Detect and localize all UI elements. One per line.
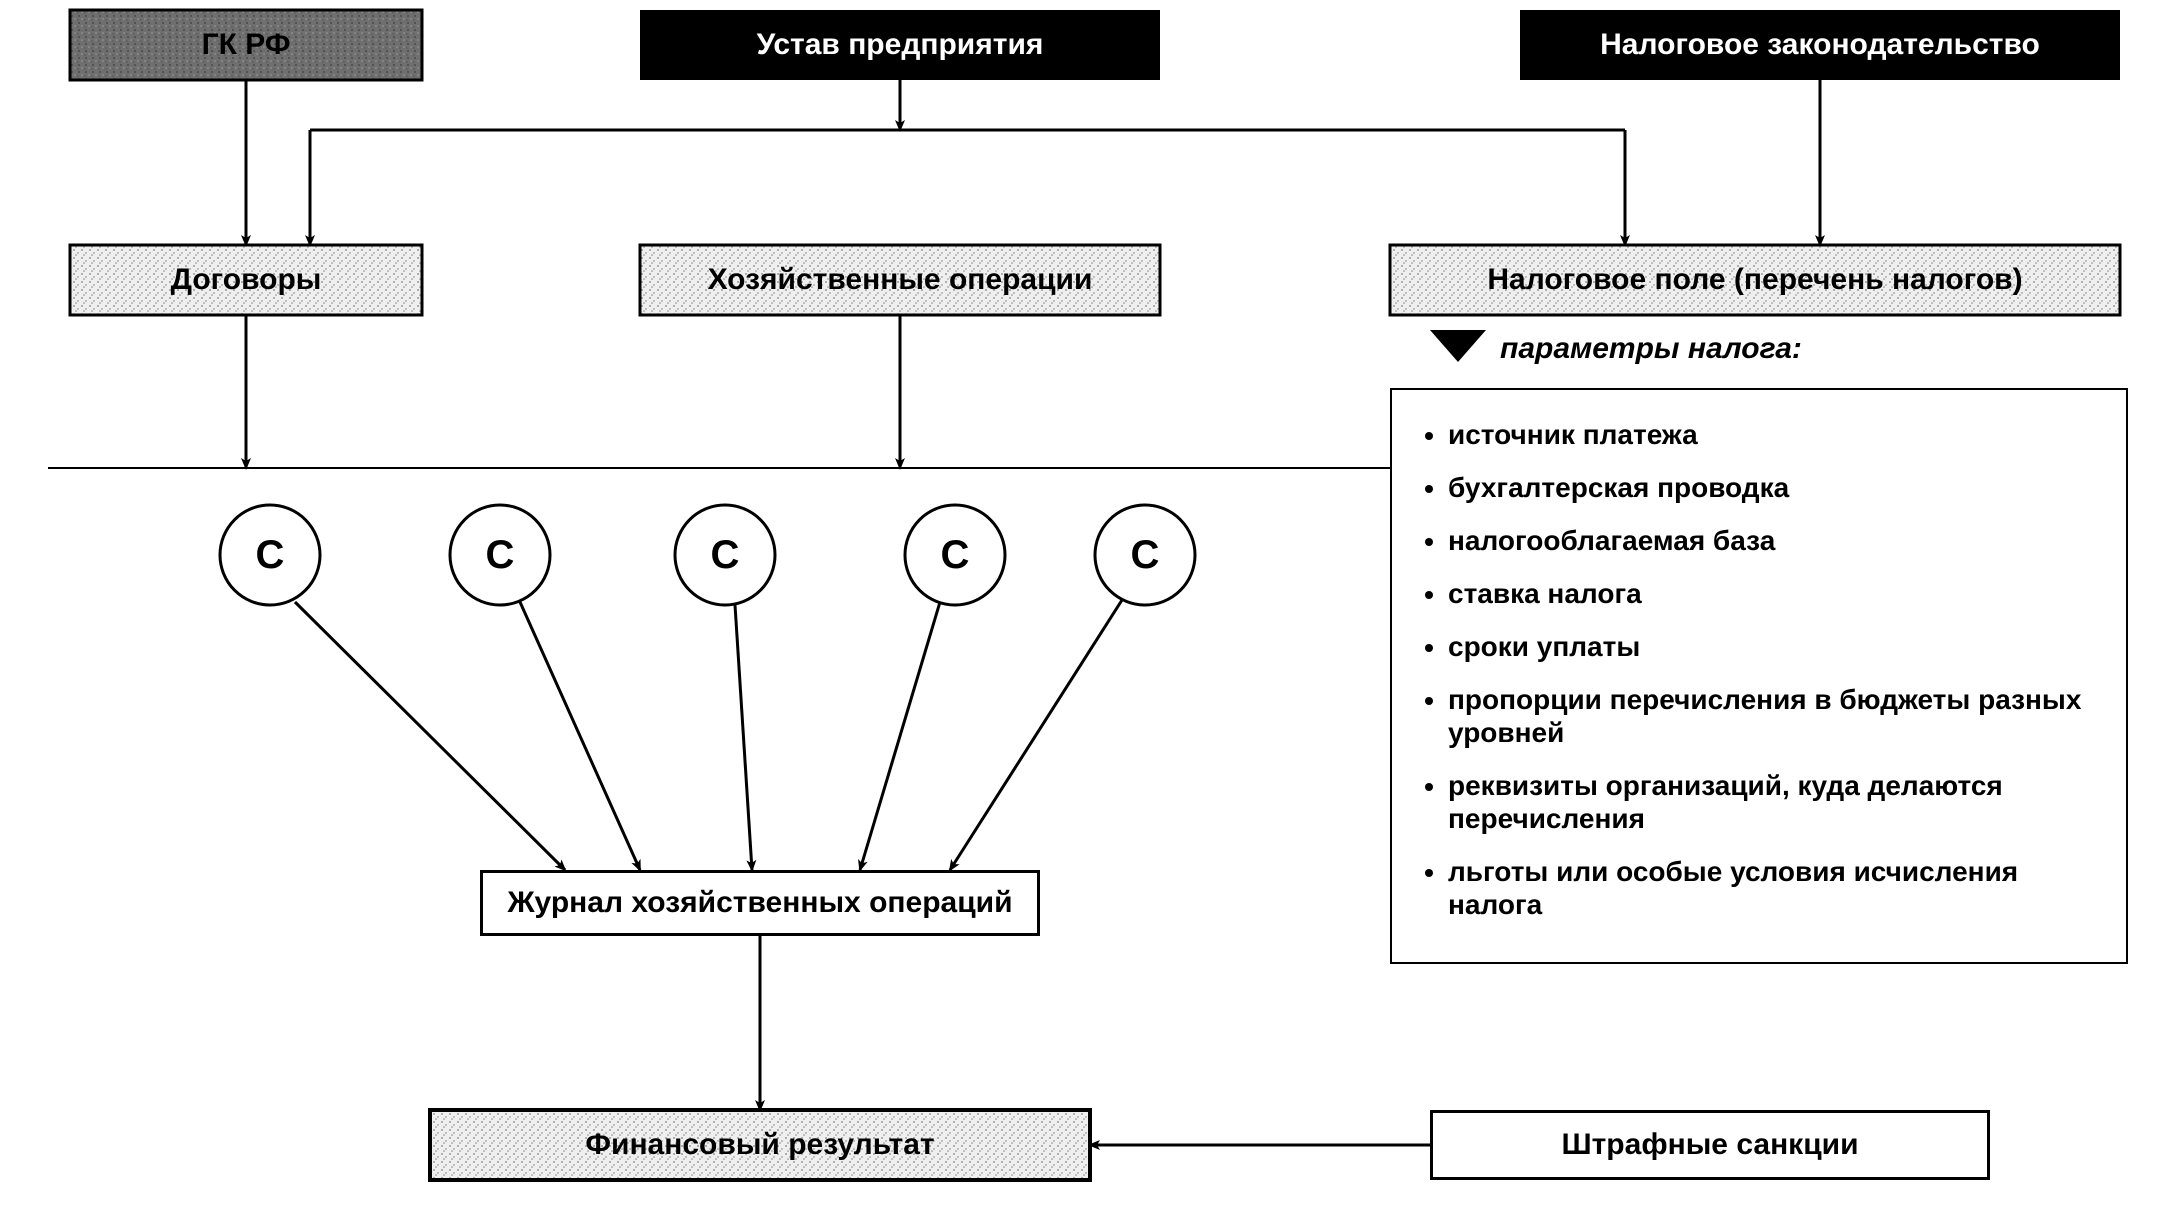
params-item: налогооблагаемая база [1448,514,2098,567]
params-list: источник платежабухгалтерская проводкана… [1420,408,2098,931]
node-label: Хозяйственные операции [708,263,1093,297]
params-item: льготы или особые условия исчисления нал… [1448,845,2098,931]
node-penalties: Штрафные санкции [1430,1110,1990,1180]
node-nalog-pole: Налоговое поле (перечень налогов) [1390,245,2120,315]
params-item: бухгалтерская проводка [1448,461,2098,514]
circle-letter: С [486,533,515,578]
node-label: Финансовый результат [585,1128,934,1162]
params-item: источник платежа [1448,408,2098,461]
circle-letter: С [941,533,970,578]
node-label: Договоры [171,263,322,297]
node-gk-rf: ГК РФ [70,10,422,80]
circle-letter: С [1131,533,1160,578]
situation-circle-5: С [1095,505,1195,605]
situation-circle-1: С [220,505,320,605]
flowchart-canvas: ГК РФ Устав предприятия Налоговое законода… [0,0,2176,1228]
params-item: ставка налога [1448,567,2098,620]
node-fin-result: Финансовый результат [430,1110,1090,1180]
node-label: Журнал хозяйственных операций [507,886,1012,920]
node-hoz-oper: Хозяйственные операции [640,245,1160,315]
node-label: Штрафные санкции [1561,1128,1858,1162]
node-nalog-zak: Налоговое законодательство [1520,10,2120,80]
params-title: параметры налога: [1500,332,1802,366]
situation-circle-3: С [675,505,775,605]
node-label: ГК РФ [202,28,291,62]
node-label: Налоговое законодательство [1600,28,2040,62]
node-ustav: Устав предприятия [640,10,1160,80]
params-item: сроки уплаты [1448,620,2098,673]
circle-letter: С [711,533,740,578]
params-item: реквизиты организаций, куда делаются пер… [1448,759,2098,845]
params-marker-icon [1430,330,1486,362]
node-label: Устав предприятия [757,28,1044,62]
node-label: Налоговое поле (перечень налогов) [1487,263,2022,297]
node-journal: Журнал хозяйственных операций [480,870,1040,936]
params-box: источник платежабухгалтерская проводкана… [1390,388,2128,964]
situation-circle-4: С [905,505,1005,605]
node-dogovory: Договоры [70,245,422,315]
params-item: пропорции перечисления в бюджеты разных … [1448,673,2098,759]
circle-letter: С [256,533,285,578]
situation-circle-2: С [450,505,550,605]
